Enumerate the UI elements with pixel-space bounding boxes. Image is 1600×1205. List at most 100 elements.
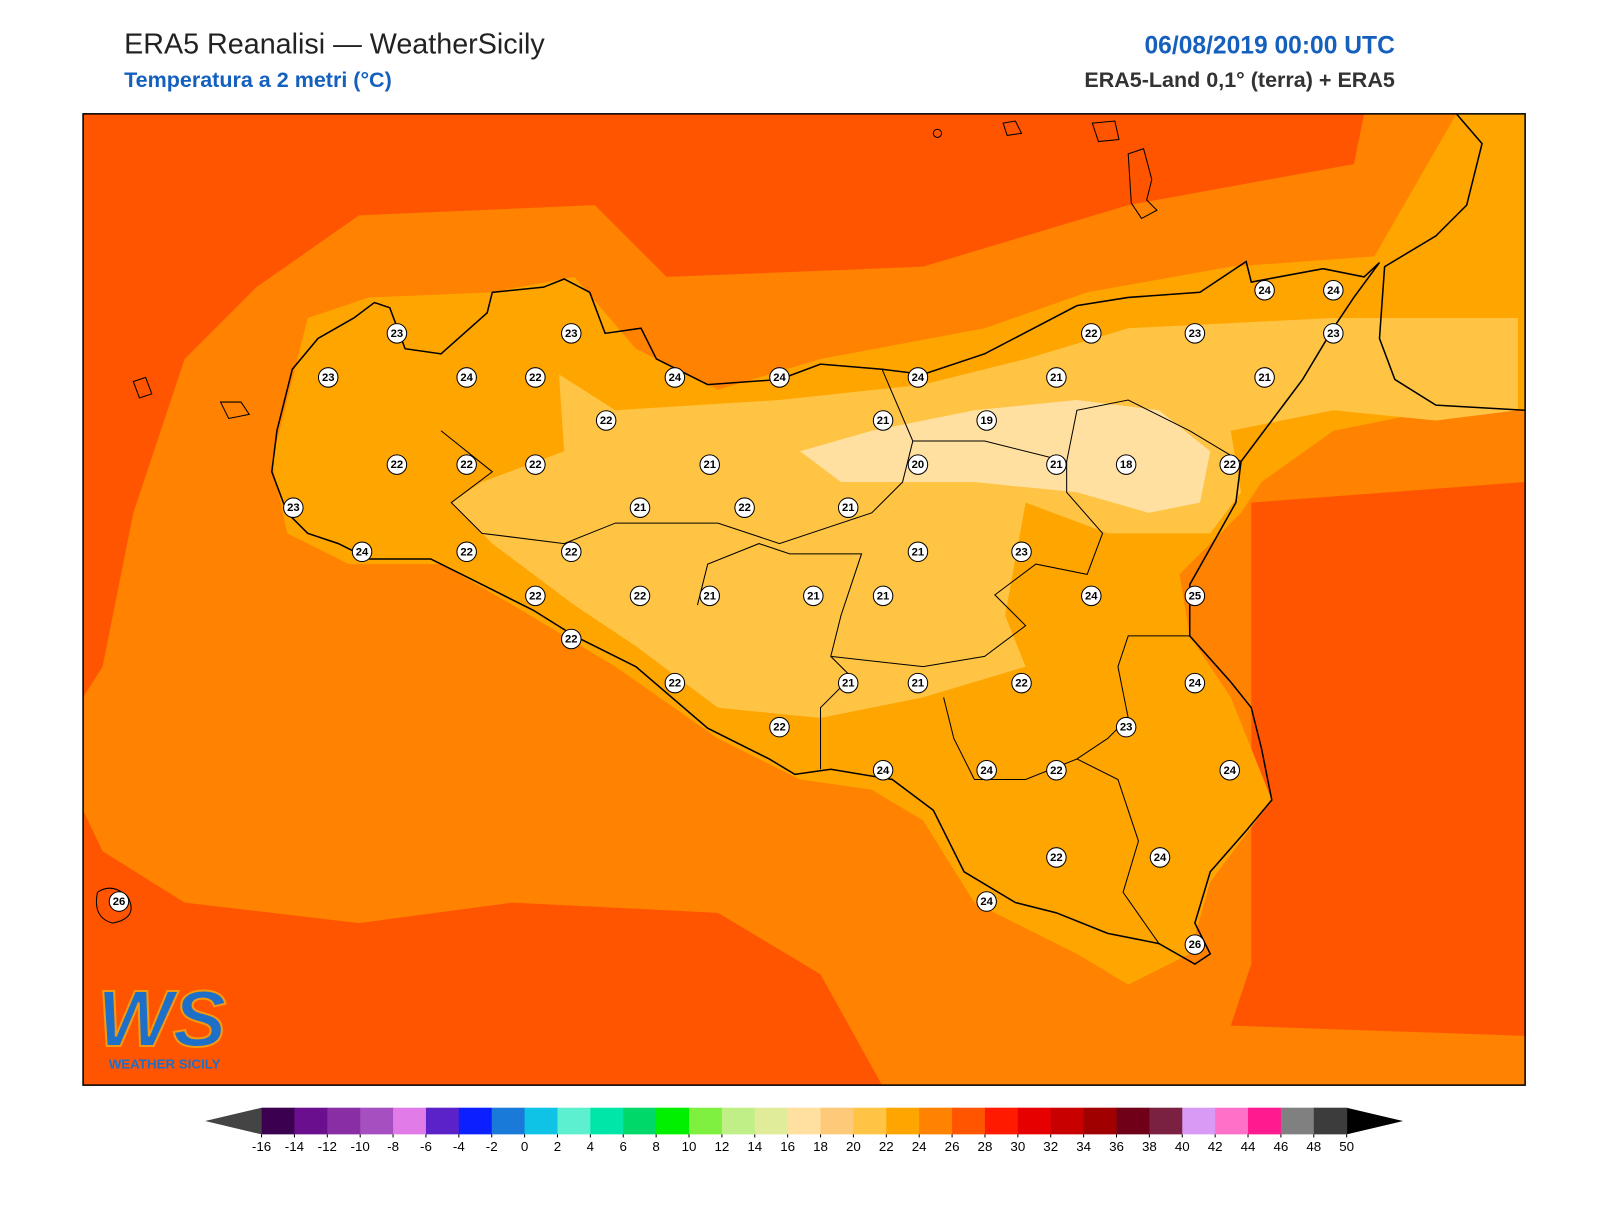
station-value: 23 (1120, 722, 1133, 734)
station-value: 21 (1050, 372, 1063, 384)
colorbar-segment (1050, 1107, 1085, 1135)
station-value: 24 (460, 372, 473, 384)
station-value: 22 (1223, 459, 1236, 471)
colorbar-tick-label: -8 (387, 1139, 399, 1154)
station-value: 23 (565, 328, 578, 340)
province-borders (696, 543, 863, 770)
colorbar-segment (294, 1107, 328, 1135)
station-value: 22 (565, 546, 578, 558)
colorbar: -16 -14 -12 -10 -8 -6 -4 -2 0 2 4 6 8 10 12 14 16 18 20 22 2… (205, 1107, 1404, 1154)
colorbar-tick-label: -16 (252, 1139, 271, 1154)
station-marker (1219, 454, 1240, 475)
colorbar-segment (360, 1107, 394, 1135)
colorbar-tick-label: 46 (1273, 1139, 1288, 1154)
station-value: 22 (773, 722, 786, 734)
province-borders (440, 369, 914, 545)
station-marker (1254, 279, 1275, 301)
colorbar-segment (1182, 1107, 1216, 1135)
station-marker (317, 367, 339, 388)
station-marker (769, 367, 790, 388)
colorbar-segment (886, 1107, 920, 1135)
station-value: 26 (113, 896, 126, 908)
colorbar-tick-label: 36 (1109, 1139, 1124, 1154)
calabria-coast (1378, 113, 1526, 412)
colorbar-tick-label: 18 (813, 1139, 828, 1154)
colorbar-tick-label: -6 (420, 1139, 432, 1154)
station-marker (699, 585, 720, 607)
colorbar-over (1346, 1107, 1404, 1135)
station-marker (976, 759, 997, 781)
colorbar-tick-label: -10 (351, 1139, 370, 1154)
colorbar-tick-label: 24 (912, 1139, 927, 1154)
colorbar-segment (1017, 1107, 1052, 1135)
station-marker (595, 410, 617, 431)
source: ERA5-Land 0,1° (terra) + ERA5 (1084, 68, 1395, 92)
station-marker (1046, 847, 1067, 868)
colorbar-segment (623, 1107, 657, 1135)
station-value: 20 (912, 459, 925, 471)
station-marker (525, 454, 546, 475)
station-marker (456, 454, 477, 475)
field-18 (800, 400, 1211, 513)
colorbar-tick-label: 28 (978, 1139, 993, 1154)
colorbar-segment (1116, 1107, 1150, 1135)
station-marker (629, 585, 651, 607)
colorbar-segment (1083, 1107, 1118, 1135)
logo: WS WEATHER SICILY (96, 973, 227, 1072)
station-value: 21 (912, 678, 925, 690)
station-value: 23 (391, 328, 404, 340)
colorbar-tick-label: 30 (1010, 1139, 1025, 1154)
station-marker (456, 541, 477, 563)
station-marker (1011, 541, 1032, 563)
province-borders (1076, 758, 1160, 944)
station-value: 24 (1258, 285, 1271, 297)
station-marker (629, 497, 651, 518)
colorbar-segment (590, 1107, 624, 1135)
station-value: 23 (1327, 328, 1340, 340)
station-value: 21 (912, 546, 925, 558)
colorbar-segment (656, 1107, 690, 1135)
station-value: 22 (565, 633, 578, 645)
station-marker (283, 497, 304, 518)
colorbar-segment (787, 1107, 822, 1135)
station-marker (456, 367, 477, 388)
colorbar-segment (984, 1107, 1019, 1135)
station-marker (1011, 672, 1032, 694)
station-value: 21 (842, 678, 855, 690)
station-value: 22 (460, 546, 473, 558)
colorbar-tick-label: 10 (682, 1139, 697, 1154)
colorbar-tick-label: 16 (780, 1139, 795, 1154)
station-value: 22 (669, 678, 682, 690)
station-value: 23 (1015, 546, 1028, 558)
station-marker (803, 585, 824, 607)
station-marker (907, 672, 929, 694)
colorbar-segment (820, 1107, 854, 1135)
map-frame (82, 113, 1526, 1086)
station-value: 22 (1015, 678, 1028, 690)
station-marker (1184, 672, 1206, 694)
colorbar-segment (689, 1107, 723, 1135)
colorbar-tick-label: 22 (879, 1139, 894, 1154)
station-value: 21 (842, 502, 855, 514)
colorbar-tick-label: 14 (747, 1139, 762, 1154)
colorbar-segment (853, 1107, 887, 1135)
station-marker (525, 585, 546, 607)
colorbar-segment (721, 1107, 756, 1135)
station-value: 24 (980, 765, 993, 777)
station-value: 24 (669, 372, 682, 384)
colorbar-segment (1313, 1107, 1348, 1135)
station-marker (1115, 716, 1137, 738)
colorbar-segment (425, 1107, 460, 1135)
islands (132, 120, 1158, 420)
station-value: 24 (1085, 590, 1098, 602)
colorbar-tick-label: 26 (945, 1139, 960, 1154)
colorbar-segment (261, 1107, 295, 1135)
station-value: 22 (1050, 765, 1063, 777)
station-value: 22 (1050, 852, 1063, 864)
colorbar-segment (557, 1107, 591, 1135)
station-value: 24 (1154, 852, 1167, 864)
station-value: 22 (600, 415, 613, 427)
station-marker (386, 454, 408, 475)
colorbar-tick-label: 2 (554, 1139, 561, 1154)
